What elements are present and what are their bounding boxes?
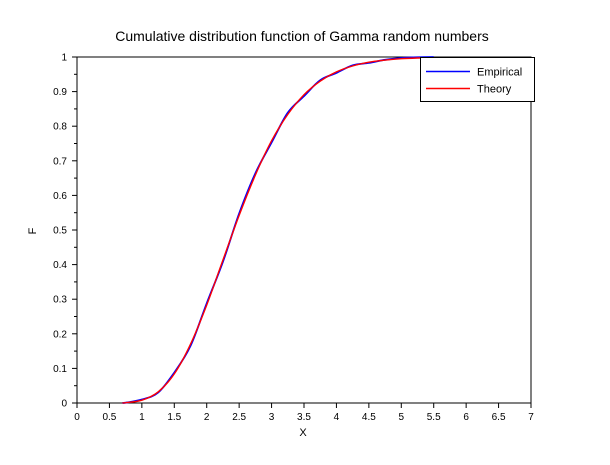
y-tick-label: 0.8	[53, 122, 67, 133]
y-tick-label: 1	[61, 53, 67, 64]
x-tick-label: 3	[269, 412, 275, 423]
x-tick-label: 1.5	[167, 412, 181, 423]
y-tick-label: 0.4	[53, 260, 67, 271]
x-tick-label: 2	[204, 412, 210, 423]
curve-theory	[122, 57, 434, 404]
x-tick-label: 4	[334, 412, 340, 423]
x-tick-label: 3.5	[297, 412, 311, 423]
x-tick-label: 0.5	[102, 412, 116, 423]
legend-label-theory: Theory	[477, 84, 512, 96]
x-axis-ticks: 0 0.5 1 1.5 2 2.5 3 3.5 4 4.5 5 5.5 6 6.5 7	[74, 403, 534, 423]
y-axis-minor-ticks	[74, 73, 77, 387]
x-tick-label: 6	[463, 412, 469, 423]
cdf-curves	[122, 56, 434, 404]
y-axis-label: F	[27, 227, 39, 234]
y-tick-label: 0.6	[53, 191, 67, 202]
y-tick-label: 0.7	[53, 156, 67, 167]
legend-label-empirical: Empirical	[477, 67, 522, 79]
chart-title: Cumulative distribution function of Gamm…	[115, 28, 489, 44]
x-tick-label: 5	[399, 412, 405, 423]
y-tick-label: 0.1	[53, 364, 67, 375]
legend-box	[420, 57, 535, 102]
y-tick-label: 0	[61, 399, 67, 410]
x-tick-label: 1	[139, 412, 145, 423]
x-tick-label: 6.5	[492, 412, 506, 423]
y-tick-label: 0.5	[53, 226, 67, 237]
y-tick-label: 0.2	[53, 329, 67, 340]
x-tick-label: 7	[528, 412, 534, 423]
y-tick-label: 0.9	[53, 87, 67, 98]
x-tick-label: 2.5	[232, 412, 246, 423]
x-tick-label: 4.5	[362, 412, 376, 423]
x-axis-label: X	[299, 427, 307, 439]
curve-empirical	[122, 56, 434, 404]
plot-area-box	[76, 56, 532, 404]
legend: Empirical Theory	[420, 57, 535, 102]
x-tick-label: 0	[74, 412, 80, 423]
y-tick-label: 0.3	[53, 295, 67, 306]
x-tick-label: 5.5	[427, 412, 441, 423]
y-axis-ticks: 0 0.1 0.2 0.3 0.4 0.5 0.6 0.7 0.8 0.9 1	[53, 53, 77, 410]
